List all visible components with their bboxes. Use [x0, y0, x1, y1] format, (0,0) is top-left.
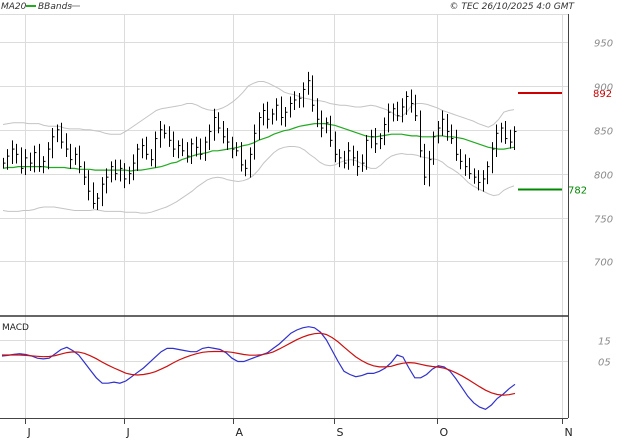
- macd-y-tick-label: 15: [598, 337, 611, 348]
- price-y-tick-label: 700: [594, 258, 613, 269]
- x-tick-label: S: [337, 426, 344, 439]
- x-tick-label: J: [27, 426, 31, 439]
- bollinger-upper-band: [2, 81, 515, 135]
- resistance-label: 892: [593, 89, 612, 100]
- bollinger-lower-band: [2, 146, 515, 214]
- macd-y-tick-label: 05: [598, 358, 611, 369]
- macd-lines: [1, 326, 516, 410]
- ma20-series-line: [2, 122, 515, 172]
- x-tick-label: O: [440, 426, 449, 439]
- copyright-text: © TEC 26/10/2025 4:0 GMT: [449, 2, 575, 12]
- bbands-legend-label: BBands: [38, 2, 72, 12]
- price-y-tick-label: 750: [594, 215, 613, 226]
- macd-line: [1, 326, 516, 410]
- price-y-tick-label: 850: [594, 127, 613, 138]
- price-gridlines: [0, 14, 568, 418]
- price-y-tick-label: 800: [594, 171, 613, 182]
- support-label: 782: [568, 185, 587, 196]
- macd-signal-line: [2, 332, 516, 396]
- x-tick-label: N: [565, 426, 573, 439]
- ma20-legend-label: MA20: [1, 2, 27, 12]
- price-y-tick-label: 900: [594, 83, 613, 94]
- macd-gridlines: [0, 340, 568, 362]
- ma20-line: [2, 122, 515, 172]
- macd-title: MACD: [2, 323, 29, 333]
- bollinger-bands: [2, 81, 515, 214]
- price-y-tick-label: 950: [594, 39, 613, 50]
- ma20-legend-swatch: [26, 5, 36, 7]
- price-bars: [3, 71, 517, 211]
- y-axis-ticks: 950 900 850 800 750 700 15 05: [594, 39, 613, 369]
- bbands-legend-swatch: [70, 5, 80, 7]
- x-tick-label: A: [236, 426, 244, 439]
- support-resistance-levels: 892 782: [518, 89, 612, 196]
- x-tick-label: J: [126, 426, 130, 439]
